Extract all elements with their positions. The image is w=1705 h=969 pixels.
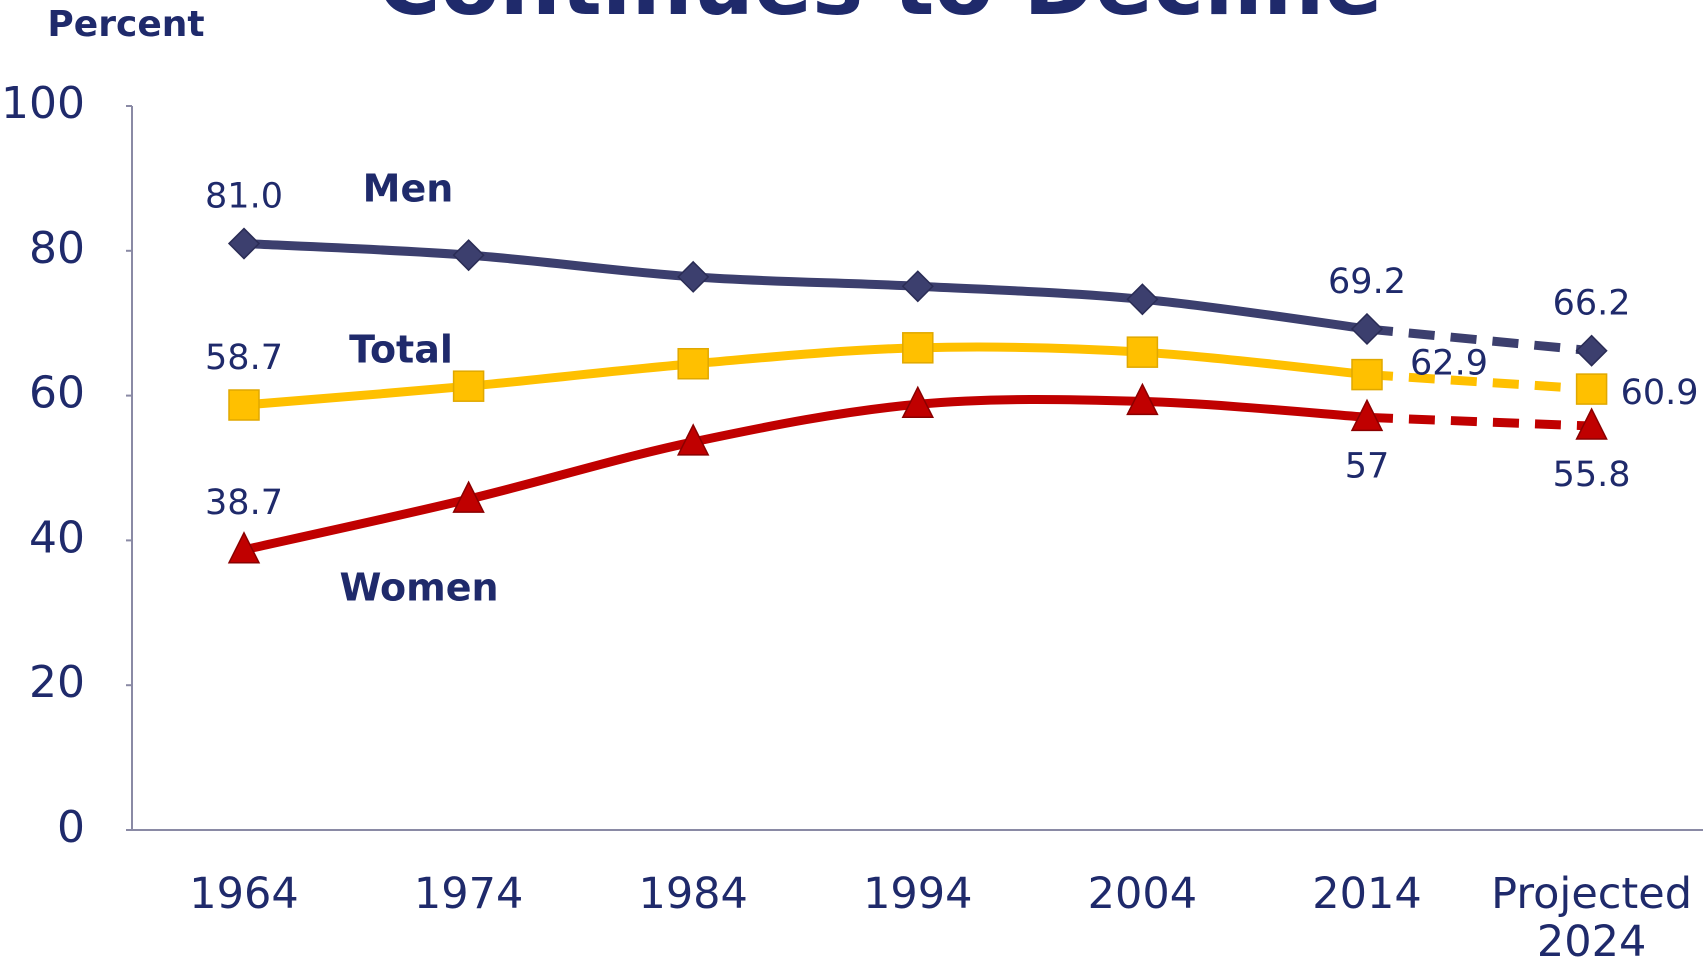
x-tick-label: 1974 — [413, 869, 524, 919]
data-label: 58.7 — [205, 338, 283, 378]
data-label: 62.9 — [1410, 344, 1488, 384]
y-tick-label: 80 — [29, 223, 85, 274]
y-tick-label: 60 — [29, 368, 85, 419]
y-axis-label: Percent — [47, 4, 204, 45]
x-tick-label: 2004 — [1087, 869, 1198, 919]
series-line — [239, 239, 1372, 334]
data-label: 60.9 — [1621, 373, 1699, 413]
series-line — [239, 394, 1372, 555]
marker — [677, 260, 710, 293]
y-tick-label: 40 — [29, 512, 85, 563]
marker — [1575, 334, 1608, 367]
marker — [902, 332, 934, 364]
chart-title: Continues to Decline — [377, 0, 1382, 35]
series-line-projected — [1366, 324, 1593, 356]
marker — [1126, 283, 1159, 316]
marker — [901, 270, 934, 303]
x-tick-label: Projected 2024 — [1491, 869, 1693, 967]
series-line-projected — [1366, 412, 1592, 431]
marker — [901, 385, 935, 419]
marker — [1126, 382, 1159, 416]
x-tick-label: 1964 — [189, 869, 299, 919]
marker — [1350, 398, 1384, 432]
data-label: 81.0 — [205, 177, 283, 217]
y-tick-label: 0 — [57, 802, 85, 853]
marker — [452, 370, 485, 402]
series-name: Men — [363, 167, 454, 211]
series-name: Women — [339, 566, 498, 610]
x-tick-label: 2014 — [1312, 869, 1422, 919]
marker — [227, 227, 261, 260]
marker — [228, 389, 260, 421]
marker — [1575, 407, 1608, 440]
marker — [1350, 312, 1384, 346]
marker — [677, 347, 709, 380]
y-tick-label: 100 — [1, 78, 85, 129]
marker — [452, 239, 485, 272]
data-label: 66.2 — [1553, 284, 1631, 324]
marker — [452, 480, 485, 513]
series-line-projected — [1366, 370, 1592, 394]
series-line — [239, 342, 1372, 410]
data-label: 57 — [1345, 446, 1390, 486]
marker — [1575, 373, 1608, 405]
data-label: 69.2 — [1328, 262, 1406, 302]
x-tick-label: 1984 — [638, 869, 748, 919]
y-tick-label: 20 — [29, 657, 85, 708]
marker — [227, 531, 261, 564]
series-name: Total — [349, 328, 453, 372]
x-tick-label: 1994 — [863, 869, 973, 919]
data-label: 55.8 — [1553, 455, 1631, 495]
data-label: 38.7 — [205, 483, 283, 523]
marker — [1126, 336, 1159, 368]
marker — [1351, 358, 1383, 391]
marker — [676, 423, 710, 456]
